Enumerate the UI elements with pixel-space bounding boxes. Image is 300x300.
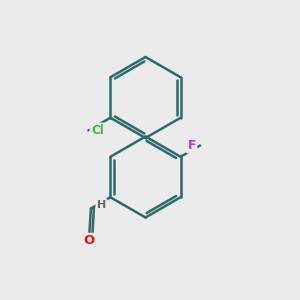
Text: F: F bbox=[188, 139, 196, 152]
Text: Cl: Cl bbox=[91, 124, 104, 137]
Text: H: H bbox=[97, 200, 106, 210]
Text: O: O bbox=[84, 234, 95, 248]
